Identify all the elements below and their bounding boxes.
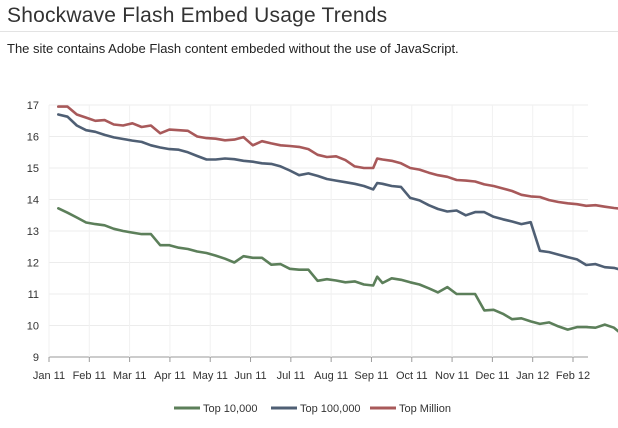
x-tick-label: Jul 11 [277,370,306,382]
y-tick-label: 14 [27,195,39,207]
series-line-0 [57,207,618,333]
legend[interactable]: Top 10,000 Top 100,000 Top Million [174,403,451,415]
legend-item-1[interactable]: Top 100,000 [271,403,361,415]
legend-label: Top Million [399,403,451,415]
x-tick-label: Sep 11 [354,370,388,382]
y-tick-label: 13 [27,226,39,238]
x-tick-label: Jan 12 [516,370,549,382]
legend-label: Top 100,000 [300,403,361,415]
x-tick-label: Nov 11 [435,370,469,382]
x-tick-label: Jan 11 [33,370,65,382]
page-subtitle: The site contains Adobe Flash content em… [7,41,459,56]
y-tick-label: 15 [27,163,39,175]
y-tick-label: 12 [27,258,39,270]
x-tick-label: Jun 11 [234,370,266,382]
y-tick-label: 10 [27,321,39,333]
x-tick-label: Apr 11 [154,370,186,382]
legend-item-2[interactable]: Top Million [370,403,451,415]
x-tick-label: Feb 12 [556,370,590,382]
axis-layer: 9 10 11 12 13 14 15 16 17 Jan 11 Feb 11 Mar 11 Apr 1… [27,100,590,382]
x-tick-label: Dec 11 [475,370,509,382]
grid-layer [48,104,588,358]
y-tick-label: 16 [27,132,39,144]
x-tick-label: Feb 11 [73,370,106,382]
series-line-2 [57,105,618,210]
legend-item-0[interactable]: Top 10,000 [174,403,257,415]
y-tick-label: 11 [28,289,39,301]
y-tick-label: 9 [33,352,39,364]
page-title: Shockwave Flash Embed Usage Trends [7,4,388,27]
series-line-1 [57,113,618,271]
x-tick-label: Aug 11 [314,370,348,382]
x-tick-label: Mar 11 [113,370,146,382]
x-tick-label: Oct 11 [396,370,428,382]
series-layer [57,105,618,333]
title-divider [0,31,618,32]
x-tick-label: May 11 [193,370,228,382]
y-tick-label: 17 [27,100,39,112]
legend-label: Top 10,000 [203,403,257,415]
